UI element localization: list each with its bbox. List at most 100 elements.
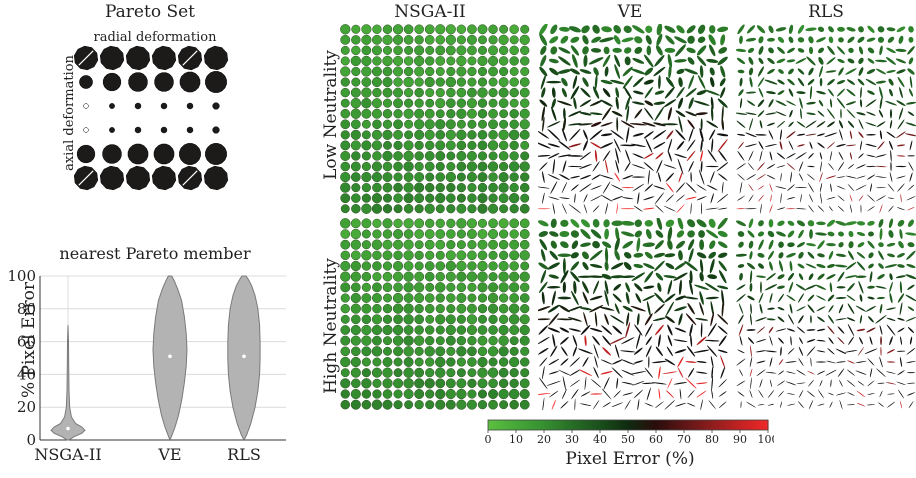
panel-shape bbox=[865, 99, 877, 108]
panel-shape bbox=[498, 367, 509, 378]
panel-shape bbox=[477, 87, 488, 98]
panel-shape bbox=[665, 35, 675, 45]
panel-shape bbox=[601, 388, 612, 400]
panel-shape bbox=[579, 403, 592, 406]
panel-shape bbox=[456, 98, 467, 108]
panel-shape bbox=[509, 239, 520, 250]
panel-shape bbox=[886, 371, 896, 374]
colorbar-segment bbox=[742, 420, 747, 430]
panel-shape bbox=[778, 69, 784, 74]
panel-shape bbox=[698, 169, 705, 185]
panel-shape bbox=[706, 120, 719, 128]
panel-shape bbox=[736, 208, 746, 210]
panel-shape bbox=[816, 37, 826, 43]
panel-shape bbox=[392, 303, 404, 314]
panel-shape bbox=[393, 400, 403, 410]
panel-shape bbox=[382, 239, 393, 250]
panel-high-neutrality-ve bbox=[538, 218, 728, 410]
panel-shape bbox=[582, 77, 589, 87]
panel-shape bbox=[392, 324, 404, 336]
panel-shape bbox=[403, 24, 414, 35]
panel-shape bbox=[425, 56, 435, 66]
panel-shape bbox=[704, 282, 720, 292]
panel-shape bbox=[466, 172, 477, 183]
panel-shape bbox=[697, 36, 706, 44]
panel-shape bbox=[838, 304, 844, 314]
panel-shape bbox=[498, 346, 509, 357]
panel-shape bbox=[869, 271, 873, 283]
panel-shape bbox=[361, 324, 372, 336]
panel-shape bbox=[847, 323, 855, 337]
panel-shape bbox=[878, 242, 884, 248]
panel-shape bbox=[538, 154, 551, 157]
panel-shape bbox=[466, 324, 478, 336]
panel-shape bbox=[601, 107, 612, 121]
panel-shape bbox=[509, 35, 519, 45]
panel-shape bbox=[372, 229, 382, 239]
panel-shape bbox=[487, 140, 499, 151]
panel-shape bbox=[568, 143, 582, 148]
panel-shape bbox=[372, 24, 382, 34]
panel-shape bbox=[488, 98, 498, 108]
panel-shape bbox=[562, 160, 567, 173]
panel-shape bbox=[767, 389, 775, 399]
panel-shape bbox=[897, 370, 905, 376]
panel-shape bbox=[699, 272, 704, 282]
panel-shape bbox=[678, 115, 683, 133]
panel-shape bbox=[879, 204, 883, 214]
panel-shape bbox=[780, 401, 782, 409]
panel-shape bbox=[445, 45, 456, 56]
panel-shape bbox=[570, 230, 580, 238]
panel-shape bbox=[547, 327, 561, 333]
panel-shape bbox=[340, 356, 351, 368]
panel-shape bbox=[748, 194, 754, 202]
panel-shape bbox=[705, 165, 719, 168]
panel-shape bbox=[755, 134, 767, 136]
panel-shape bbox=[859, 336, 863, 345]
panel-shape bbox=[592, 161, 600, 172]
panel-shape bbox=[653, 66, 666, 77]
panel-shape bbox=[425, 389, 435, 399]
panel-shape bbox=[435, 98, 446, 109]
panel-shape bbox=[371, 203, 383, 214]
panel-shape bbox=[837, 205, 845, 212]
colorbar-segment bbox=[650, 420, 654, 430]
panel-shape bbox=[403, 314, 414, 325]
panel-shape bbox=[778, 252, 784, 259]
panel-shape bbox=[736, 253, 747, 257]
panel-shape bbox=[907, 155, 915, 157]
panel-shape bbox=[519, 119, 530, 130]
panel-shape bbox=[768, 219, 774, 228]
panel-shape bbox=[466, 271, 478, 282]
panel-shape bbox=[424, 346, 435, 357]
panel-shape bbox=[561, 77, 568, 87]
panel-shape bbox=[350, 129, 361, 140]
panel-shape bbox=[674, 36, 687, 44]
panel-shape bbox=[520, 45, 530, 56]
panel-shape bbox=[826, 360, 836, 364]
panel-shape bbox=[542, 171, 545, 183]
panel-shape bbox=[488, 45, 499, 56]
panel-shape bbox=[589, 263, 603, 268]
panel-shape bbox=[538, 208, 551, 210]
panel-shape bbox=[789, 303, 793, 314]
panel-shape bbox=[788, 68, 794, 75]
panel-shape bbox=[550, 218, 557, 229]
colorbar-segment bbox=[608, 420, 612, 430]
panel-shape bbox=[350, 87, 361, 98]
panel-shape bbox=[699, 302, 704, 316]
pareto-set-title: Pareto Set bbox=[104, 2, 195, 22]
panel-shape bbox=[382, 250, 393, 261]
panel-shape bbox=[654, 303, 665, 314]
panel-shape bbox=[845, 221, 857, 226]
panel-shape bbox=[677, 356, 684, 368]
colorbar-segment bbox=[731, 420, 735, 430]
panel-shape bbox=[542, 397, 545, 410]
panel-shape bbox=[663, 205, 677, 212]
panel-shape bbox=[817, 316, 825, 323]
panel-shape bbox=[736, 133, 746, 136]
colorbar-segment bbox=[759, 420, 763, 430]
panel-shape bbox=[748, 184, 754, 192]
panel-shape bbox=[760, 281, 762, 294]
panel-shape bbox=[551, 399, 556, 410]
